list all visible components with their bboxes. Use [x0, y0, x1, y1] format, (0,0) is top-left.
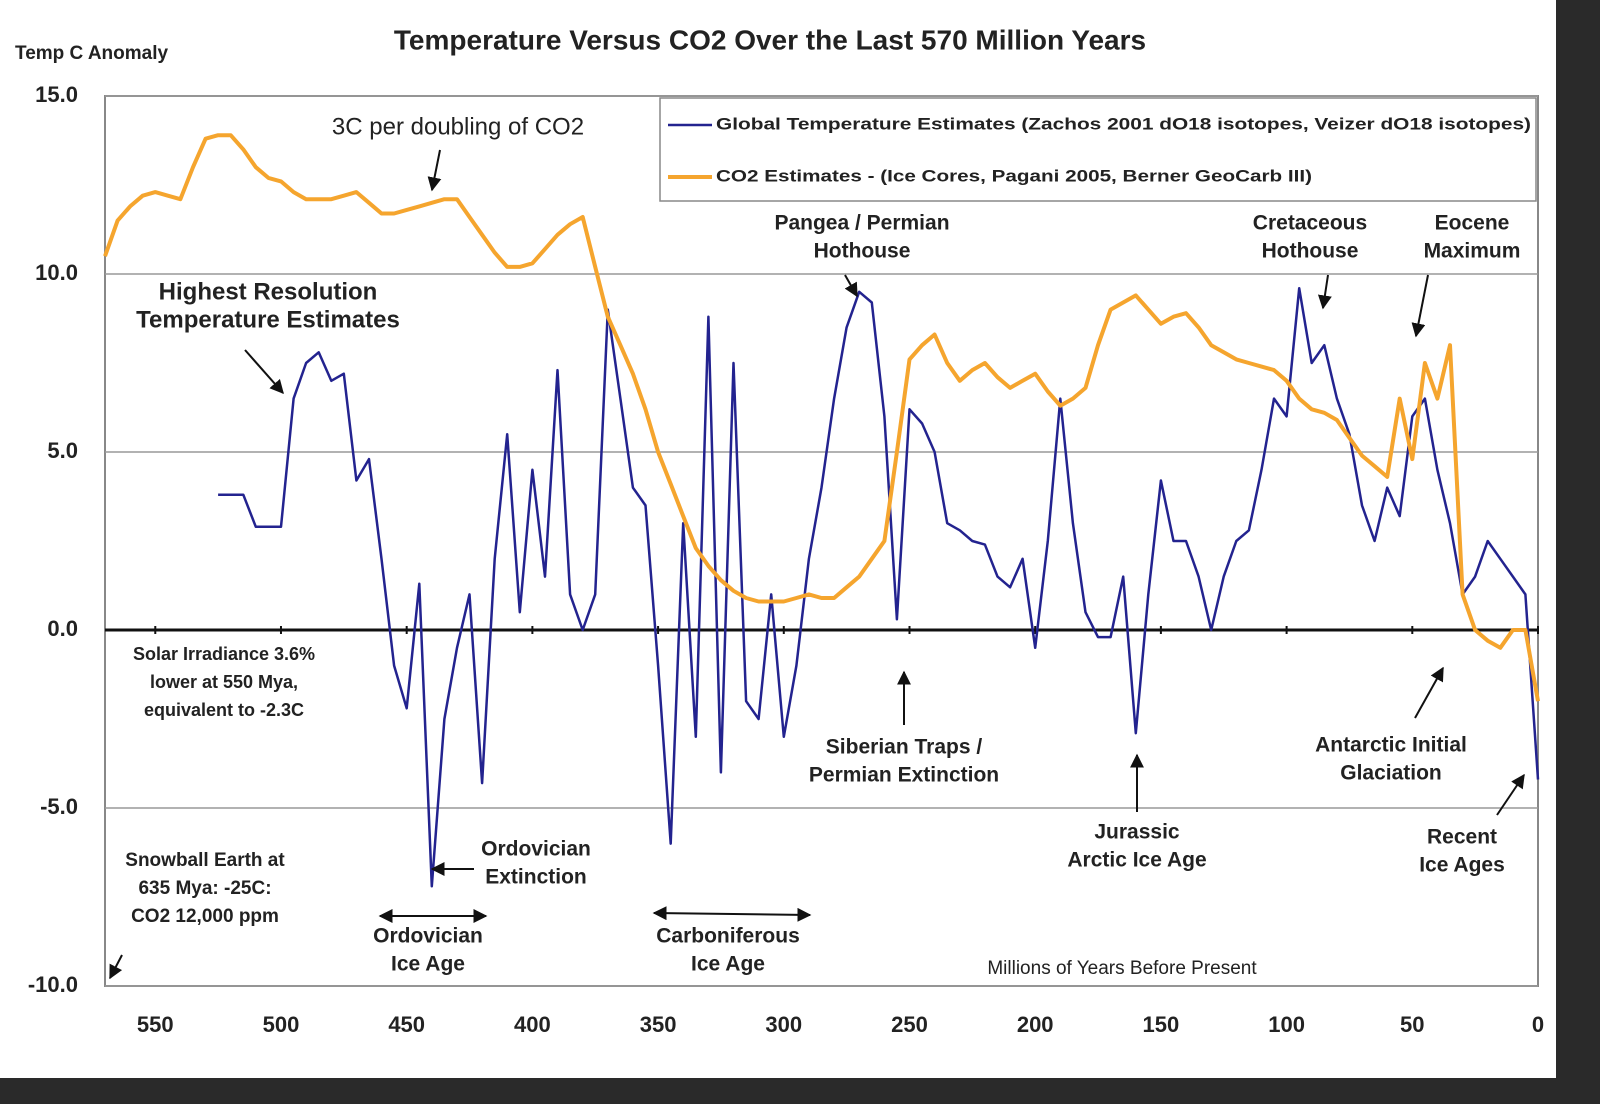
x-tick-label: 150: [1143, 1012, 1180, 1037]
annotation: Solar Irradiance 3.6%: [133, 644, 315, 664]
annotation: Arctic Ice Age: [1067, 849, 1206, 872]
screen-edge: [1556, 0, 1600, 1104]
y-tick-label: 15.0: [35, 82, 78, 107]
annotation-arrow: [844, 274, 858, 298]
x-tick-label: 100: [1268, 1012, 1305, 1037]
annotation: Eocene: [1435, 212, 1510, 235]
annotation: Hothouse: [814, 240, 911, 263]
annotation: Antarctic Initial: [1315, 734, 1467, 757]
data-line: [218, 286, 1540, 888]
annotation: Ice Age: [391, 953, 465, 976]
annotation: Glaciation: [1340, 762, 1442, 785]
x-tick-label: 400: [514, 1012, 551, 1037]
annotation-arrow: [427, 149, 442, 192]
legend-label: CO2 Estimates - (Ice Cores, Pagani 2005,…: [716, 166, 1312, 185]
x-tick-label: 250: [891, 1012, 928, 1037]
annotation: Ordovician: [373, 925, 483, 948]
annotation: 3C per doubling of CO2: [332, 113, 584, 140]
annotation-arrow: [1317, 274, 1332, 310]
x-tick-label: 200: [1017, 1012, 1054, 1037]
plot-frame: [104, 95, 1539, 987]
annotation: 635 Mya: -25C:: [138, 878, 271, 899]
legend-label: Global Temperature Estimates (Zachos 200…: [716, 114, 1531, 133]
annotation: Cretaceous: [1253, 212, 1367, 235]
annotation-arrow: [109, 954, 123, 980]
annotation-arrow: [652, 906, 812, 922]
annotation-arrow: [1496, 773, 1525, 816]
y-axis-label: Temp C Anomaly: [15, 43, 169, 64]
x-tick-label: 450: [388, 1012, 425, 1037]
data-line: [103, 133, 1540, 702]
x-tick-label: 300: [765, 1012, 802, 1037]
annotation-arrow: [244, 349, 284, 395]
annotation: Hothouse: [1262, 240, 1359, 263]
x-tick-label: 350: [640, 1012, 677, 1037]
annotation: Permian Extinction: [809, 764, 999, 787]
annotation: Ice Age: [691, 953, 765, 976]
annotation: Ice Ages: [1419, 854, 1505, 877]
annotation: equivalent to -2.3C: [144, 700, 304, 720]
x-tick-label: 50: [1400, 1012, 1424, 1037]
annotation: Siberian Traps /: [826, 736, 983, 759]
x-tick-label: 550: [137, 1012, 174, 1037]
annotation: Ordovician: [481, 838, 591, 861]
annotation: Temperature Estimates: [136, 306, 400, 333]
annotation: Extinction: [485, 866, 587, 889]
legend-box: [659, 97, 1537, 202]
y-tick-label: -5.0: [40, 794, 78, 819]
y-tick-label: -10.0: [28, 972, 78, 997]
annotation: lower at 550 Mya,: [150, 672, 298, 692]
annotation: Recent: [1427, 826, 1497, 849]
chart-title: Temperature Versus CO2 Over the Last 570…: [394, 24, 1146, 55]
annotation-arrow: [1411, 274, 1429, 338]
annotation: Pangea / Permian: [774, 212, 949, 235]
x-tick-label: 500: [263, 1012, 300, 1037]
annotation: CO2 12,000 ppm: [131, 906, 279, 927]
y-tick-label: 10.0: [35, 260, 78, 285]
x-axis-label: Millions of Years Before Present: [987, 958, 1257, 979]
annotation: Jurassic: [1094, 821, 1180, 844]
annotation: Highest Resolution: [159, 278, 378, 305]
annotation: Maximum: [1424, 240, 1521, 263]
annotation-arrow: [1414, 666, 1444, 719]
y-tick-label: 5.0: [47, 438, 78, 463]
y-tick-label: 0.0: [47, 616, 78, 641]
screen-edge: [0, 1078, 1600, 1104]
annotation: Snowball Earth at: [125, 850, 285, 871]
x-tick-label: 0: [1532, 1012, 1544, 1037]
annotation: Carboniferous: [656, 925, 800, 948]
